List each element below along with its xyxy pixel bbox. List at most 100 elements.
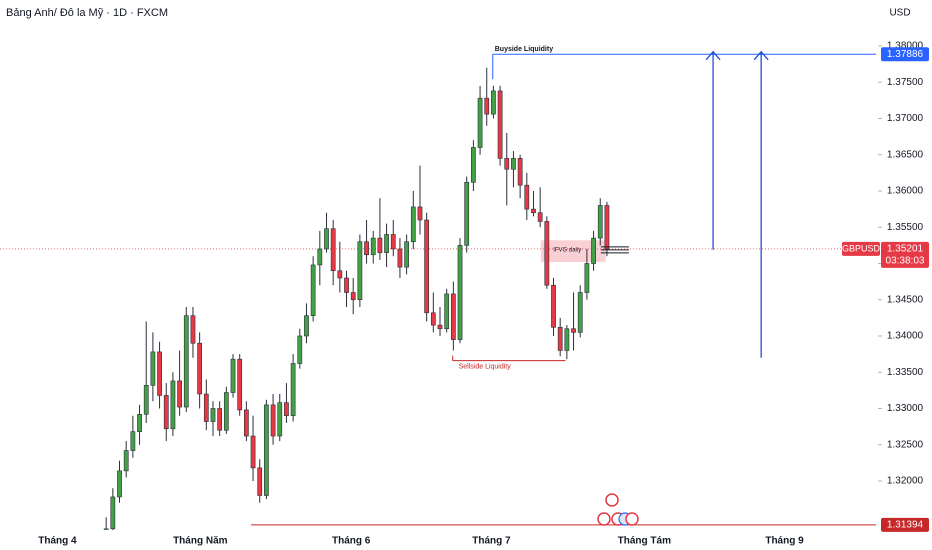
y-tick-label: 1.34500 <box>887 294 924 305</box>
candle-body <box>163 395 169 430</box>
currency-label: USD <box>889 8 910 19</box>
candle-body <box>544 221 550 286</box>
chart-title: Bảng Anh/ Đô la Mỹ · 1D · FXCM <box>6 7 168 19</box>
candle-body <box>584 263 590 293</box>
event-icons <box>597 493 639 526</box>
candle-body <box>304 315 309 337</box>
candle-body <box>464 181 470 246</box>
y-tick-label: 1.36500 <box>887 149 924 160</box>
candle-body <box>157 351 162 396</box>
candle-body <box>370 237 376 256</box>
event-icon <box>597 512 611 526</box>
candle-body <box>317 248 323 266</box>
candle-body <box>330 228 336 272</box>
candle-body <box>350 292 356 301</box>
candle-body <box>364 241 369 256</box>
candle-body <box>203 393 209 422</box>
last-price-box <box>881 241 929 268</box>
candle-body <box>430 312 436 326</box>
symbol-label: GBPUSD <box>842 243 881 253</box>
candle-body <box>424 219 430 314</box>
x-tick-label: Tháng 4 <box>38 536 77 547</box>
candle-body <box>471 147 476 183</box>
candle-body <box>511 158 516 170</box>
candle-body <box>197 342 203 395</box>
candle-body <box>504 158 510 170</box>
candle-body <box>210 408 216 422</box>
candle-body <box>491 90 496 115</box>
price-label: 1.31394 <box>887 520 924 531</box>
y-tick-label: 1.34000 <box>887 331 924 342</box>
candle-body <box>457 245 463 340</box>
y-tick-label: 1.37000 <box>887 113 924 124</box>
candle-body <box>337 270 343 279</box>
y-tick-label: 1.33500 <box>887 367 924 378</box>
candle-body <box>110 496 116 530</box>
candle-body <box>103 528 109 530</box>
candle-body <box>277 402 283 437</box>
candle-body <box>537 212 543 222</box>
candle-body <box>564 328 570 351</box>
candle-body <box>217 408 223 431</box>
candle-body <box>150 351 156 386</box>
candle-body <box>450 293 456 340</box>
candle-body <box>177 380 182 408</box>
fvg-label: IFVG daily <box>553 248 581 254</box>
candle-body <box>417 206 423 221</box>
candle-body <box>577 292 583 333</box>
candle-body <box>264 404 269 496</box>
candle-body <box>123 450 129 472</box>
plot-area: IFVG daily Buyside Liquidity Sellside Liqu… <box>0 46 876 530</box>
liquidity-label: Buyside Liquidity <box>495 46 553 53</box>
x-tick-label: Tháng Năm <box>173 536 228 547</box>
countdown-label: 03:38:03 <box>886 256 925 267</box>
candle-body <box>257 467 263 496</box>
candle-body <box>404 241 409 268</box>
candle-body <box>497 90 503 159</box>
candle-body <box>237 358 243 411</box>
price-label-box <box>881 47 929 62</box>
candle-body <box>591 237 596 264</box>
candle-body <box>183 315 189 408</box>
candle-body <box>551 284 556 328</box>
candle-body <box>270 404 276 437</box>
candle-body <box>143 384 149 415</box>
liquidity-label: Sellside Liquidity <box>459 363 512 370</box>
candle-body <box>597 205 603 239</box>
candle-body <box>230 358 236 393</box>
candle-body <box>397 248 403 268</box>
candle-body <box>117 470 122 498</box>
candle-body <box>344 277 349 293</box>
candle-body <box>484 97 490 115</box>
y-tick-label: 1.38000 <box>887 41 924 52</box>
candle-body <box>297 335 303 364</box>
candle-body <box>357 241 363 301</box>
arrow-head <box>753 50 769 61</box>
x-tick-label: Tháng 9 <box>765 536 804 547</box>
x-tick-label: Tháng 6 <box>332 536 371 547</box>
candle-body <box>531 208 536 214</box>
candle-body <box>437 324 443 330</box>
candle-body <box>244 409 249 437</box>
candle-body <box>290 363 296 417</box>
x-tick-label: Tháng Tám <box>618 536 671 547</box>
candle-body <box>250 435 256 469</box>
event-icon <box>625 512 639 526</box>
y-tick-label: 1.32500 <box>887 439 924 450</box>
candle-body <box>444 293 450 330</box>
symbol-box <box>842 241 880 256</box>
arrow-head <box>705 50 721 61</box>
candle-body <box>604 205 610 250</box>
candle-body <box>524 184 530 210</box>
candle-body <box>377 237 383 253</box>
y-tick-label: 1.33000 <box>887 403 924 414</box>
x-tick-label: Tháng 7 <box>472 536 511 547</box>
candle-body <box>477 97 483 148</box>
candle-body <box>223 392 229 431</box>
y-tick-label: 1.35500 <box>887 222 924 233</box>
y-tick-label: 1.37500 <box>887 77 924 88</box>
